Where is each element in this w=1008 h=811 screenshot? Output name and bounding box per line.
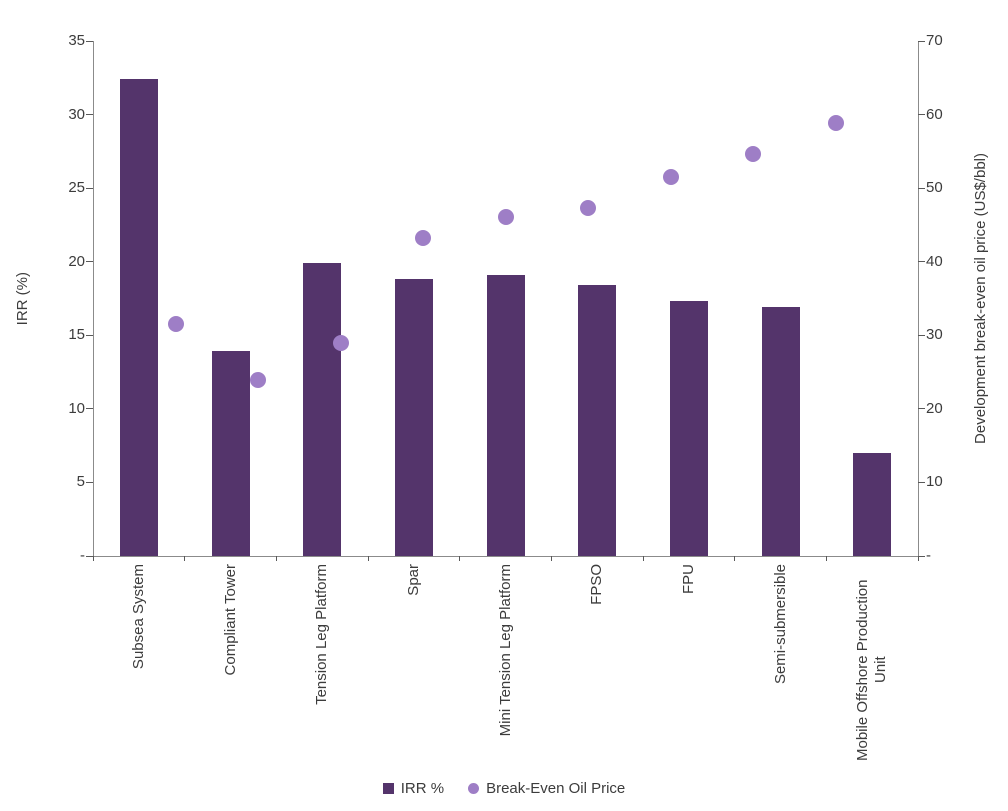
left-axis-tick [86,334,93,336]
bar-irr [303,263,342,556]
marker-breakeven [827,114,844,131]
bar-irr [669,301,708,556]
marker-breakeven [250,372,266,389]
legend-item-irr: IRR % [382,779,445,797]
bar-irr [394,279,433,556]
bar-irr [486,274,525,556]
right-axis-tick [918,334,925,336]
category-label: Mini Tension Leg Platform [476,564,536,776]
right-axis-tick-label: 40 [926,252,943,270]
legend-square-swatch-irr [382,782,394,794]
category-axis-tick [642,556,644,561]
category-label: FPU [659,564,719,776]
bar-irr [853,453,892,556]
left-axis-title-text: IRR (%) [14,271,31,326]
bar-irr [211,351,250,556]
y-axis-line-right [918,41,919,557]
bar-irr [761,307,800,556]
left-axis-tick-label: - [80,547,85,564]
left-axis-tick-label: 25 [68,179,85,197]
left-axis-tick-label: 10 [68,399,85,417]
category-label-text: Mobile Offshore Production Unit [854,579,890,761]
category-label-text: FPU [679,564,697,594]
category-axis-tick [550,556,552,561]
left-axis-tick [86,114,93,116]
x-axis-line [93,556,919,557]
right-axis-tick-label: 20 [926,399,943,417]
category-axis-tick [275,556,277,561]
left-axis-tick-label: 20 [68,252,85,270]
category-label: Semi-submersible [751,564,811,776]
left-axis-tick-label: 30 [68,105,85,123]
left-axis-tick-label: 15 [68,326,85,344]
right-axis-tick [918,481,925,483]
bar-irr [578,285,617,556]
left-axis-tick [86,187,93,189]
right-axis-tick [918,555,925,557]
left-axis-tick [86,408,93,410]
left-axis-tick [86,261,93,263]
legend-circle-swatch-breakeven [468,782,480,794]
category-label: Tension Leg Platform [292,564,352,776]
category-label-text: FPSO [588,564,606,605]
category-axis-tick [459,556,461,561]
right-axis-tick-label: 60 [926,105,943,123]
category-label-text: Semi-submersible [771,564,789,685]
legend: IRR % Break-Even Oil Price [0,776,1008,800]
legend-item-breakeven: Break-Even Oil Price [468,780,625,797]
category-label: Compliant Tower [201,564,261,776]
left-axis-tick [86,555,93,557]
category-label: Mobile Offshore Production Unit [842,564,902,776]
marker-breakeven [745,146,761,163]
right-axis-tick [918,40,925,42]
category-label-text: Spar [404,564,422,596]
marker-breakeven [167,315,184,332]
category-label: Subsea System [109,564,169,776]
marker-breakeven [497,208,514,225]
left-axis-tick [86,481,93,483]
left-axis-title: IRR (%) [14,41,32,556]
category-axis-tick [367,556,369,561]
category-label: FPSO [567,564,627,776]
marker-breakeven [415,230,431,247]
legend-label-irr: IRR % [400,779,445,797]
marker-breakeven [662,169,679,186]
category-axis-tick [92,556,94,561]
category-label: Spar [384,564,444,776]
left-axis-tick [86,40,93,42]
legend-label-breakeven: Break-Even Oil Price [486,779,626,797]
category-axis-tick [917,556,919,561]
right-axis-title: Development break-even oil price (US$/bb… [972,41,990,556]
right-axis-title-text: Development break-even oil price (US$/bb… [972,153,989,444]
category-axis-tick [734,556,736,561]
right-axis-tick-label: - [926,547,931,564]
right-axis-tick [918,114,925,116]
plot-area: - 5 10 15 20 25 30 35 - 10 20 30 40 50 60 70 [68,32,942,564]
y-axis-line-left [93,41,94,557]
right-axis-tick [918,261,925,263]
right-axis-tick-label: 50 [926,179,943,197]
marker-breakeven [580,200,596,216]
bar-irr [119,79,158,556]
category-label-text: Tension Leg Platform [313,564,331,705]
right-axis-tick-label: 30 [926,326,943,344]
category-label-text: Mini Tension Leg Platform [496,564,514,737]
left-axis-tick-label: 5 [76,473,85,491]
right-axis-tick [918,408,925,410]
category-axis-tick [184,556,186,561]
left-axis-tick-label: 35 [68,32,85,49]
category-label-text: Compliant Tower [221,564,239,676]
category-axis-labels: Subsea System Compliant Tower Tension Leg … [93,564,918,776]
marker-breakeven [332,335,349,352]
right-axis-tick-label: 70 [926,32,943,49]
right-axis-tick [918,187,925,189]
category-label-text: Subsea System [129,564,147,670]
right-axis-tick-label: 10 [926,473,943,491]
category-axis-tick [825,556,827,561]
